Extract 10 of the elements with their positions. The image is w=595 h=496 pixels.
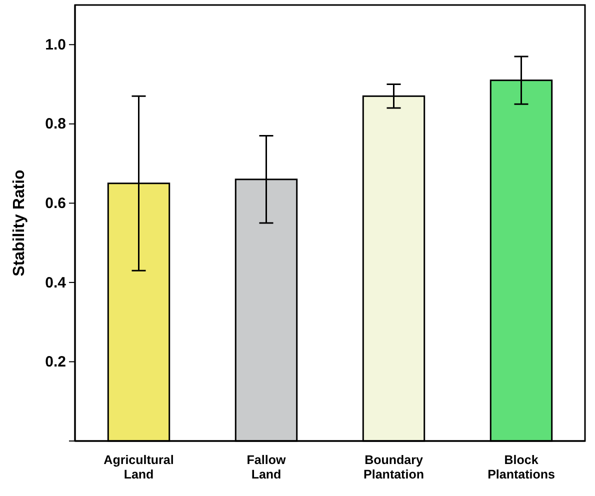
- y-tick-label: 0.8: [45, 116, 66, 133]
- x-tick-label: Block Plantations: [488, 452, 555, 482]
- x-tick-label: Fallow Land: [246, 452, 286, 482]
- y-tick-label: 0.4: [45, 274, 67, 292]
- x-tick-label: Boundary Plantation: [364, 452, 424, 482]
- y-axis-title: Stability Ratio: [11, 169, 28, 276]
- x-tick-label: Agricultural Land: [104, 452, 174, 482]
- y-tick-label: 0.6: [45, 194, 66, 212]
- y-tick-label: 1.0: [45, 36, 66, 54]
- y-tick-label: 0.2: [45, 354, 66, 371]
